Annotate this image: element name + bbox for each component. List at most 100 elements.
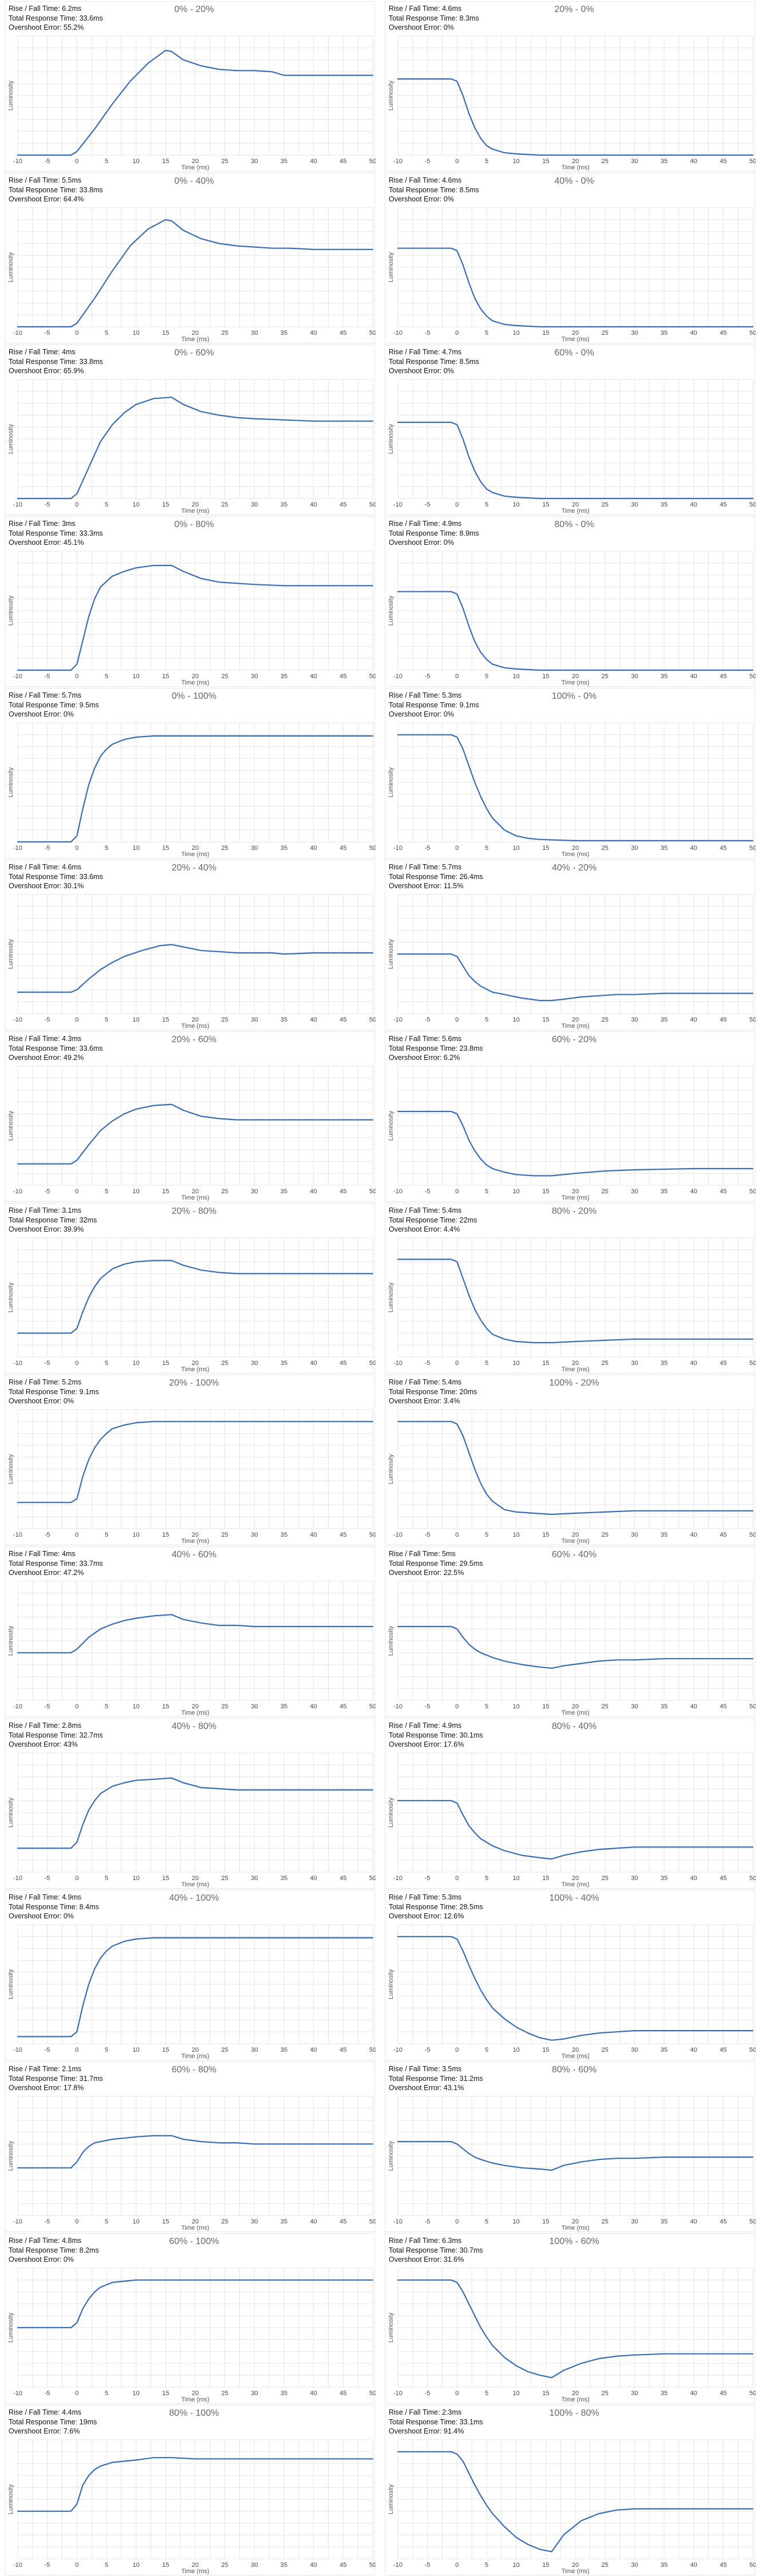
luminosity-series-line [397, 78, 754, 156]
x-tick-label: -5 [45, 1188, 50, 1195]
x-tick-label: 50 [749, 673, 756, 680]
y-axis-label: Luminosity [7, 2484, 14, 2514]
x-tick-label: 5 [485, 845, 488, 852]
x-tick-label: 35 [661, 1532, 668, 1538]
luminosity-series-line [397, 1420, 754, 1515]
x-tick-label: 15 [542, 1703, 549, 1710]
x-tick-label: 50 [749, 1016, 756, 1023]
chart-plot: -10 -5 0 5 10 15 20 25 30 35 40 45 50 Time (ms) Lumino… [7, 35, 376, 171]
chart-plot: -10 -5 0 5 10 15 20 25 30 35 40 45 50 Time (ms) Lumino… [7, 379, 376, 515]
x-tick-label: -5 [425, 1532, 431, 1538]
x-tick-label: 30 [251, 330, 258, 337]
x-tick-label: 5 [105, 1875, 108, 1882]
x-tick-label: 45 [339, 673, 346, 680]
chart-plot: -10 -5 0 5 10 15 20 25 30 35 40 45 50 Time (ms) Lumino… [388, 722, 756, 858]
x-tick-label: 25 [222, 158, 228, 165]
chart-plot: -10 -5 0 5 10 15 20 25 30 35 40 45 50 Time (ms) Lumino… [388, 1409, 756, 1545]
x-tick-label: 20 [192, 845, 199, 852]
x-tick-label: 15 [542, 1532, 549, 1538]
y-axis-label: Luminosity [388, 252, 394, 282]
x-tick-label: 45 [339, 1188, 346, 1195]
x-tick-label: -10 [13, 1532, 22, 1538]
x-tick-label: -10 [13, 501, 22, 508]
x-tick-label: -10 [13, 2390, 22, 2397]
x-tick-label: 20 [192, 158, 199, 165]
y-axis-label: Luminosity [7, 939, 14, 969]
stat-line: Rise / Fall Time: 4.9ms [389, 1722, 462, 1730]
x-tick-label: 50 [369, 1016, 376, 1023]
luminosity-series-line [17, 2457, 374, 2512]
stat-line: Total Response Time: 9.1ms [389, 701, 479, 709]
stat-line: Overshoot Error: 47.2% [9, 1569, 84, 1577]
x-tick-label: 30 [631, 2218, 638, 2225]
x-tick-label: 25 [602, 158, 609, 165]
luminosity-series-line [17, 564, 374, 671]
stat-line: Total Response Time: 31.2ms [389, 2074, 483, 2083]
x-tick-label: -5 [425, 2218, 431, 2225]
x-axis-label: Time (ms) [181, 851, 209, 858]
stat-line: Total Response Time: 33.8ms [9, 357, 103, 366]
x-tick-label: 20 [572, 673, 579, 680]
stat-line: Rise / Fall Time: 3ms [9, 520, 76, 528]
response-stats: Rise / Fall Time: 2.3ms Total Response Ti… [389, 2408, 483, 2436]
x-tick-label: 40 [310, 2562, 317, 2569]
response-stats: Rise / Fall Time: 4.6ms Total Response Ti… [9, 862, 103, 891]
stat-line: Overshoot Error: 6.2% [389, 1054, 460, 1062]
x-tick-label: 5 [105, 1532, 108, 1538]
y-axis-label: Luminosity [388, 1454, 394, 1484]
response-stats: Rise / Fall Time: 4.9ms Total Response Ti… [389, 519, 479, 548]
y-axis-label: Luminosity [7, 1454, 14, 1484]
x-tick-label: 30 [631, 330, 638, 337]
x-tick-label: 20 [572, 501, 579, 508]
x-tick-label: 25 [602, 1188, 609, 1195]
x-tick-label: -5 [45, 330, 50, 337]
x-tick-label: 40 [690, 2218, 697, 2225]
stat-line: Overshoot Error: 0% [9, 1912, 74, 1920]
chart-panel: -10 -5 0 5 10 15 20 25 30 35 40 45 50 Time (ms) Lumino… [385, 173, 756, 343]
x-tick-label: 35 [661, 1360, 668, 1367]
x-axis-label: Time (ms) [561, 1023, 589, 1030]
stat-line: Overshoot Error: 0% [9, 1397, 74, 1405]
x-tick-label: 35 [281, 2047, 287, 2053]
x-tick-label: 50 [369, 673, 376, 680]
chart-panel: -10 -5 0 5 10 15 20 25 30 35 40 45 50 Time (ms) Lumino… [385, 860, 756, 1030]
x-tick-label: 40 [690, 1875, 697, 1882]
x-tick-label: 45 [339, 2047, 346, 2053]
y-axis-label: Luminosity [388, 939, 394, 969]
x-tick-label: 45 [720, 845, 726, 852]
chart-plot: -10 -5 0 5 10 15 20 25 30 35 40 45 50 Time (ms) Lumino… [7, 551, 376, 686]
x-tick-label: 25 [602, 2218, 609, 2225]
x-tick-label: 0 [75, 1188, 78, 1195]
x-tick-label: 15 [542, 1016, 549, 1023]
x-tick-label: -10 [393, 2047, 402, 2053]
x-axis-label: Time (ms) [181, 1710, 209, 1716]
x-tick-label: 45 [720, 158, 726, 165]
chart-title: 40% - 100% [169, 1893, 219, 1903]
stat-line: Rise / Fall Time: 4.9ms [9, 1893, 82, 1901]
x-tick-label: 15 [542, 1875, 549, 1882]
x-tick-label: 45 [720, 2047, 726, 2053]
x-tick-label: -10 [393, 2390, 402, 2397]
response-stats: Rise / Fall Time: 4.6ms Total Response Ti… [389, 176, 479, 204]
luminosity-series-line [397, 591, 754, 671]
x-tick-label: 40 [310, 2047, 317, 2053]
chart-title: 20% - 40% [171, 863, 217, 873]
chart-title: 100% - 40% [549, 1893, 599, 1903]
stat-line: Rise / Fall Time: 4.8ms [9, 2237, 82, 2245]
chart-title: 60% - 100% [169, 2237, 219, 2246]
x-tick-label: 45 [720, 2390, 726, 2397]
x-tick-label: 30 [631, 1016, 638, 1023]
stat-line: Overshoot Error: 0% [389, 195, 454, 203]
x-tick-label: 50 [369, 845, 376, 852]
x-tick-label: 45 [339, 2562, 346, 2569]
x-tick-label: 35 [281, 501, 287, 508]
x-tick-label: 50 [369, 2218, 376, 2225]
chart-title: 40% - 60% [171, 1550, 217, 1560]
stat-line: Rise / Fall Time: 4ms [9, 1550, 76, 1558]
x-tick-label: 5 [485, 1016, 488, 1023]
x-tick-label: 50 [749, 330, 756, 337]
stat-line: Overshoot Error: 17.6% [389, 1740, 464, 1748]
x-tick-label: 20 [192, 1360, 199, 1367]
x-tick-label: -5 [425, 1360, 431, 1367]
